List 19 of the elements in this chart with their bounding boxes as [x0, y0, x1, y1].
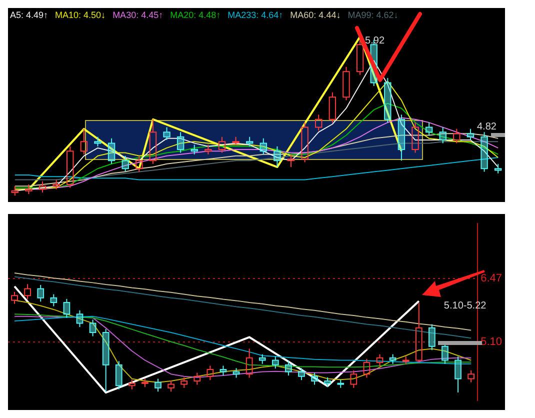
candlestick	[128, 379, 136, 390]
candlestick	[24, 284, 31, 300]
text: MA99: 4.62↓	[348, 10, 398, 20]
text: MA233: 4.64↑	[228, 10, 284, 20]
y-tick-label: 5.10	[480, 336, 502, 348]
candlestick	[149, 118, 157, 164]
y-tick-label: 6.47	[480, 272, 502, 285]
annotation: 5.92	[365, 35, 385, 46]
text: MA30: 4.45↑	[112, 10, 164, 20]
text: A5: 4.49↑	[10, 10, 48, 20]
candlestick	[80, 128, 88, 155]
candlestick	[301, 122, 308, 163]
candlestick	[287, 154, 295, 168]
annotation: 4.82	[477, 122, 497, 133]
candlestick	[415, 302, 422, 364]
candlestick	[246, 348, 253, 378]
text: MA20: 4.48↑	[170, 10, 221, 20]
text: MA60: 4.44↓	[290, 10, 341, 20]
text: MA10: 4.50↓	[55, 10, 106, 20]
